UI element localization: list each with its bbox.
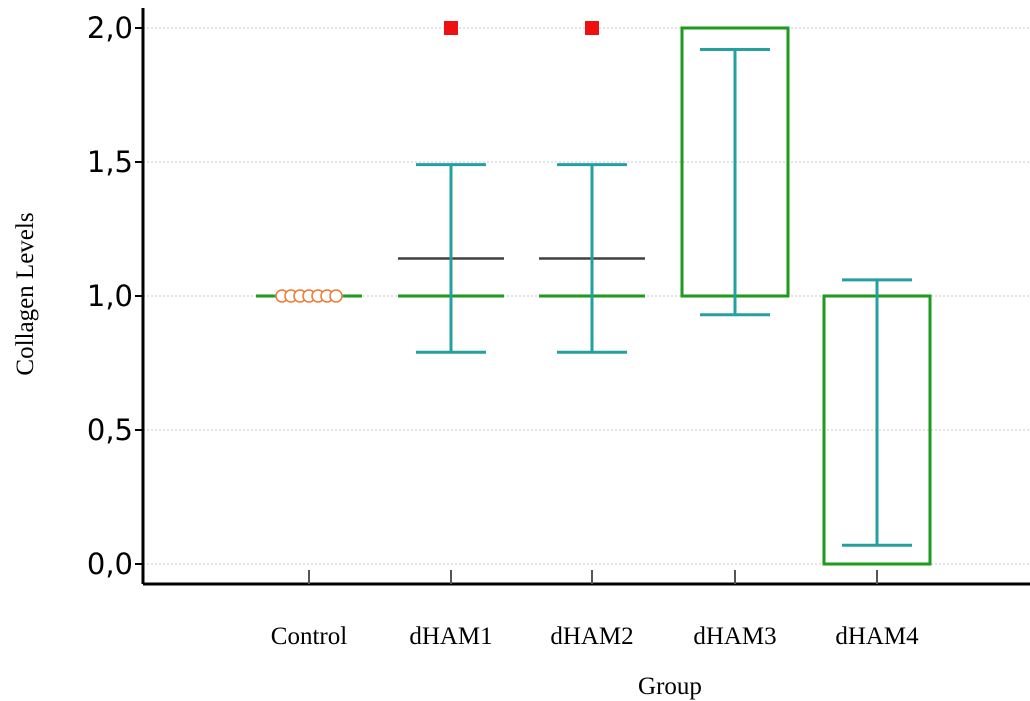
y-tick-label: 2,0 xyxy=(87,11,133,45)
y-tick-label: 0,0 xyxy=(87,547,133,581)
x-tick-label: dHAM3 xyxy=(693,623,776,650)
x-axis: Control dHAM1 dHAM2 dHAM3 dHAM4 xyxy=(143,570,1030,650)
x-tick-label: dHAM1 xyxy=(409,623,492,650)
x-axis-title: Group xyxy=(638,673,702,700)
y-tick-label: 1,0 xyxy=(87,279,133,313)
y-axis-title: Collagen Levels xyxy=(12,212,39,375)
x-tick-label: dHAM4 xyxy=(835,623,919,650)
outlier-dham1 xyxy=(444,21,458,35)
x-tick-label: Control xyxy=(271,623,347,650)
x-tick-label: dHAM2 xyxy=(550,623,633,650)
outlier-dham2 xyxy=(585,21,599,35)
data-point-control xyxy=(329,289,343,303)
y-axis: 0,0 0,5 1,0 1,5 2,0 xyxy=(87,8,145,584)
plot-marks xyxy=(256,21,932,566)
y-tick-label: 1,5 xyxy=(87,145,133,179)
y-tick-label: 0,5 xyxy=(87,413,133,447)
